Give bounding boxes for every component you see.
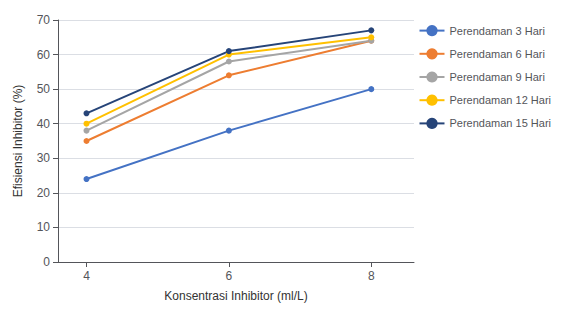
svg-text:10: 10 [37,220,51,234]
svg-text:30: 30 [37,151,51,165]
svg-text:20: 20 [37,186,51,200]
svg-text:50: 50 [37,82,51,96]
svg-text:70: 70 [37,13,51,27]
svg-text:6: 6 [226,269,233,283]
svg-text:Perendaman 3 Hari: Perendaman 3 Hari [449,25,544,37]
svg-text:60: 60 [37,48,51,62]
svg-text:4: 4 [83,269,90,283]
svg-text:0: 0 [43,255,50,269]
svg-text:Perendaman 15 Hari: Perendaman 15 Hari [449,117,551,129]
svg-text:Konsentrasi Inhibitor (ml/L): Konsentrasi Inhibitor (ml/L) [164,289,307,303]
svg-text:Perendaman 6 Hari: Perendaman 6 Hari [449,48,544,60]
svg-text:Perendaman 9 Hari: Perendaman 9 Hari [449,71,544,83]
svg-text:8: 8 [368,269,375,283]
svg-text:40: 40 [37,117,51,131]
svg-text:Perendaman 12 Hari: Perendaman 12 Hari [449,94,551,106]
svg-text:Efisiensi Inhibitor (%): Efisiensi Inhibitor (%) [11,85,25,198]
